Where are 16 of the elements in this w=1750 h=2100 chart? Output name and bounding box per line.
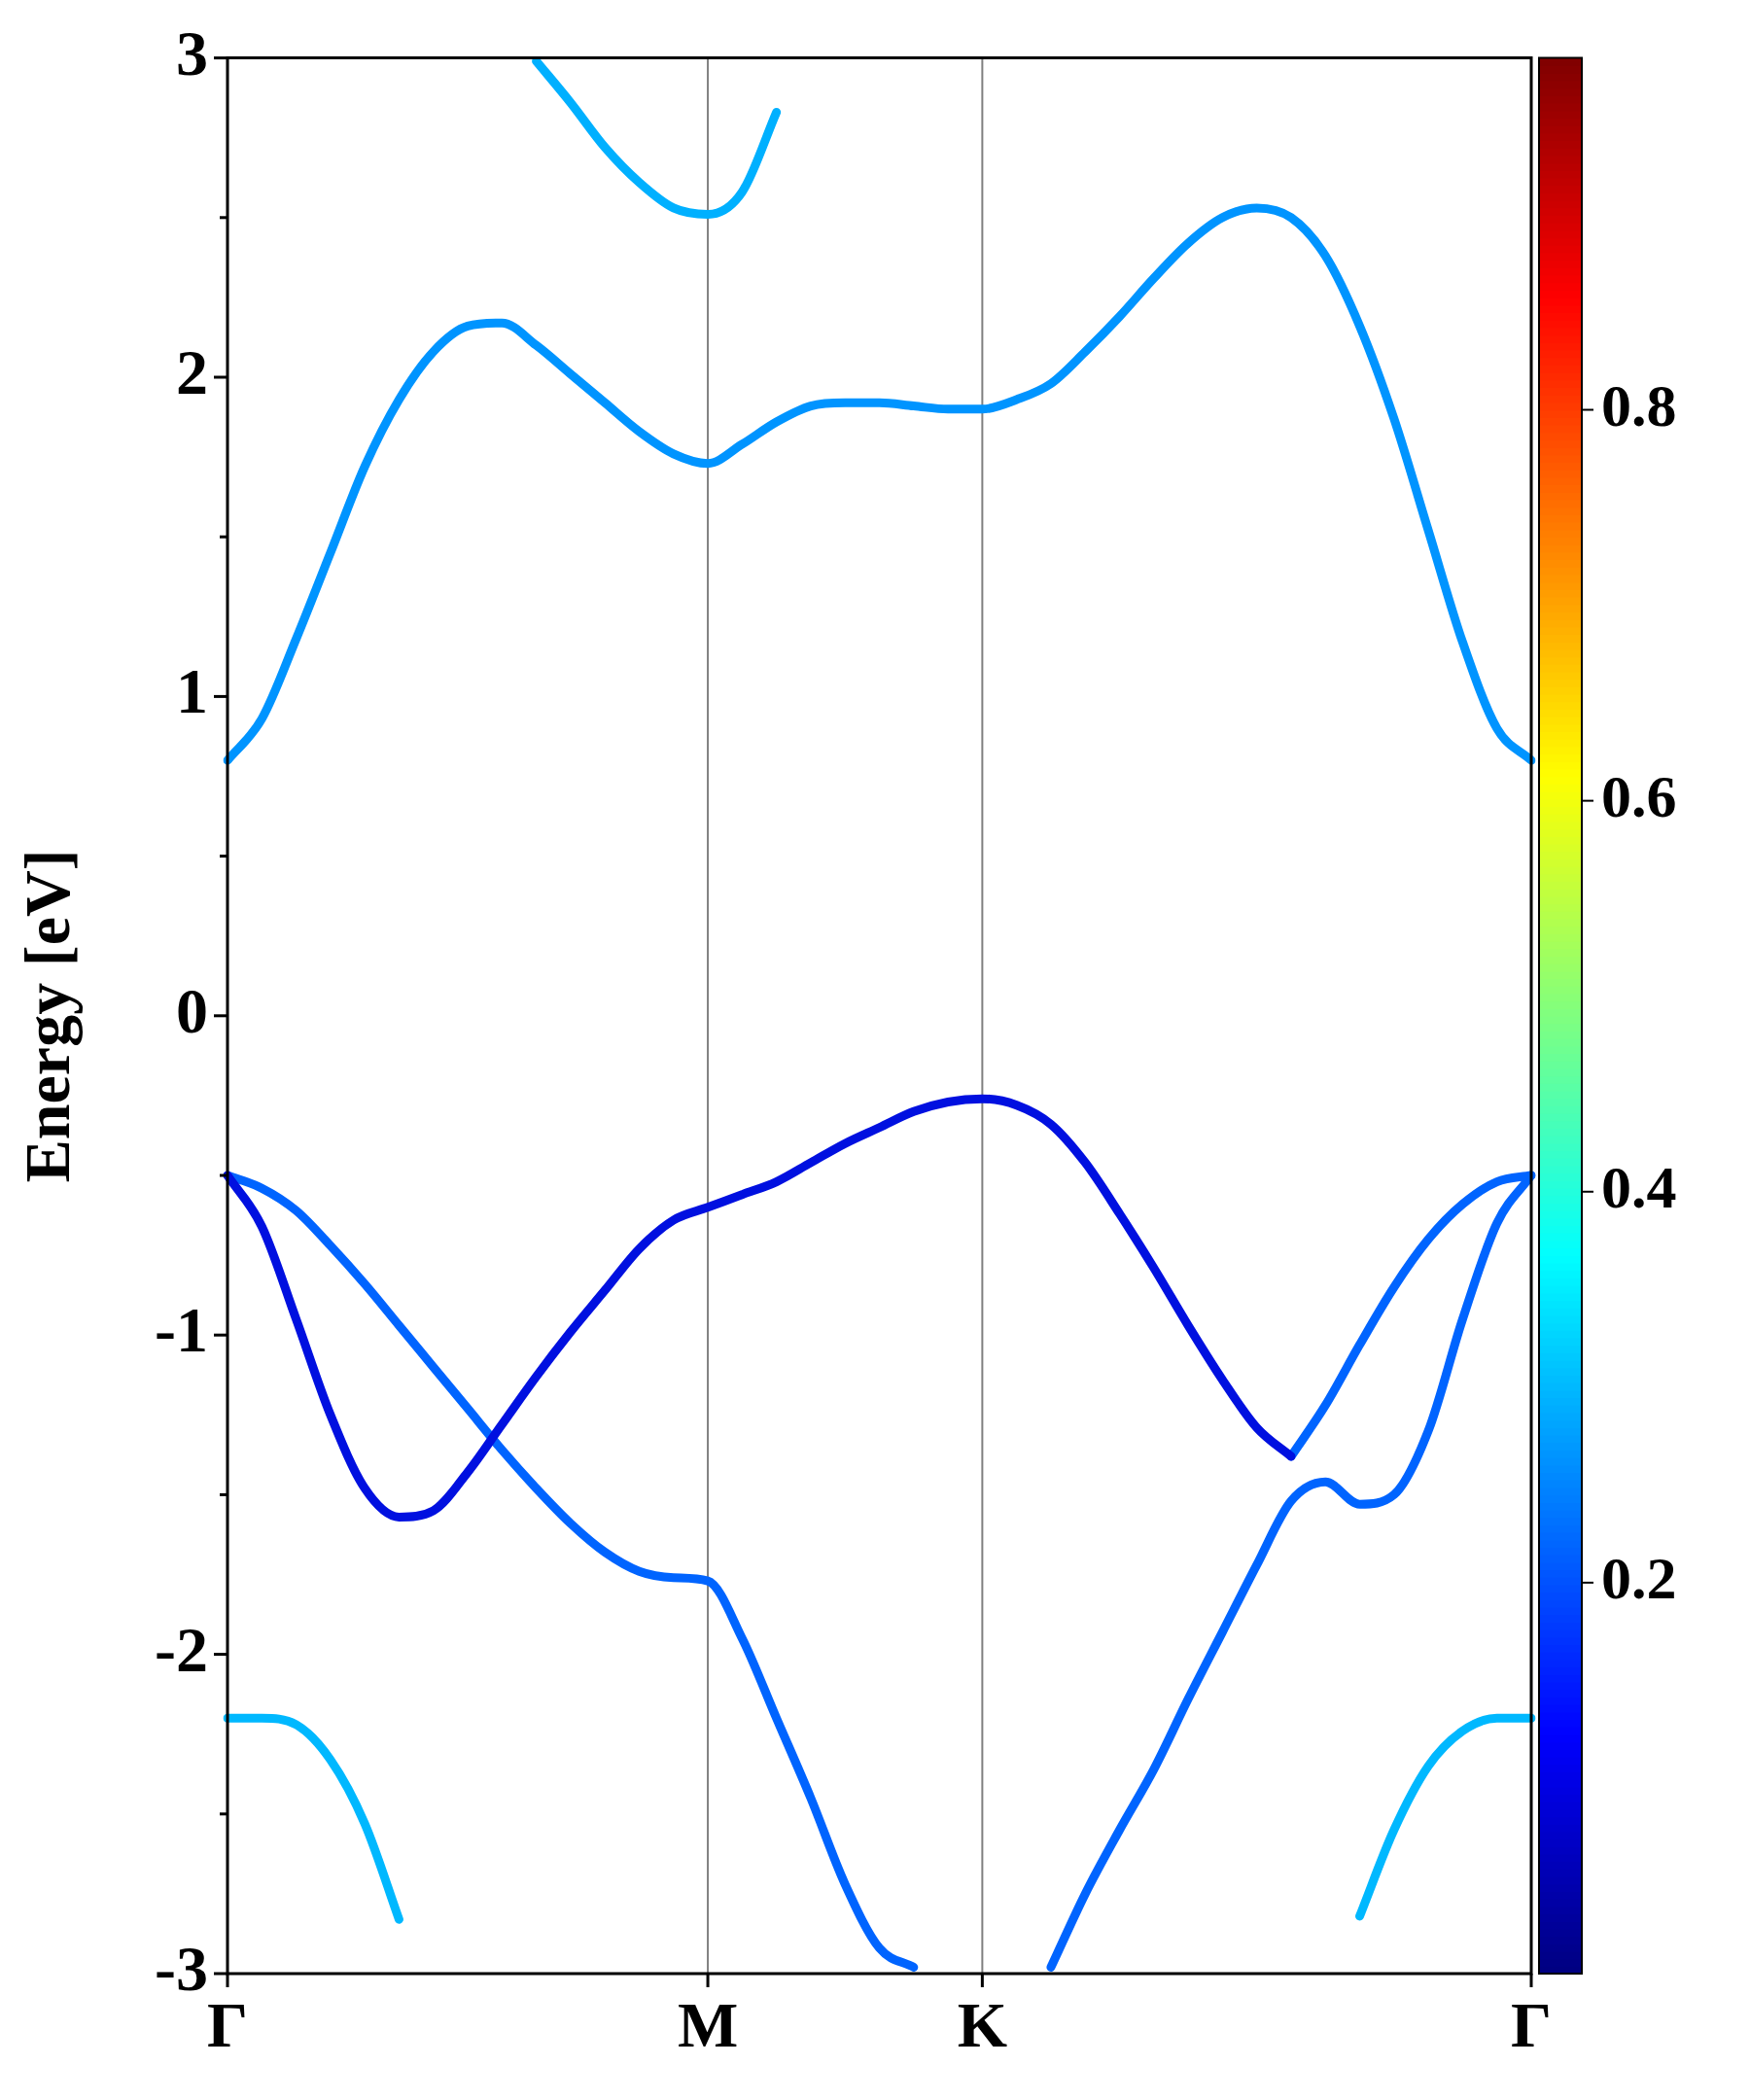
y-tick-label: -2 — [155, 1613, 208, 1685]
color-bar-label: 0.4 — [1601, 1153, 1677, 1220]
y-tick-label: 2 — [176, 336, 208, 408]
y-tick-label: -3 — [155, 1933, 208, 2005]
x-tick-label: M — [677, 1988, 739, 2060]
y-tick-label: 1 — [176, 655, 208, 727]
y-axis-title: Energy [eV] — [11, 849, 83, 1183]
y-tick-label: 0 — [176, 974, 208, 1046]
y-tick-label: 3 — [176, 17, 208, 88]
color-bar-label: 0.8 — [1601, 371, 1677, 438]
color-bar-label: 0.6 — [1601, 762, 1677, 829]
x-tick-label: Γ — [1511, 1988, 1552, 2060]
y-tick-label: -1 — [155, 1294, 208, 1366]
x-tick-label: K — [957, 1988, 1008, 2060]
color-bar-label: 0.2 — [1601, 1544, 1677, 1611]
x-tick-label: Γ — [207, 1988, 248, 2060]
